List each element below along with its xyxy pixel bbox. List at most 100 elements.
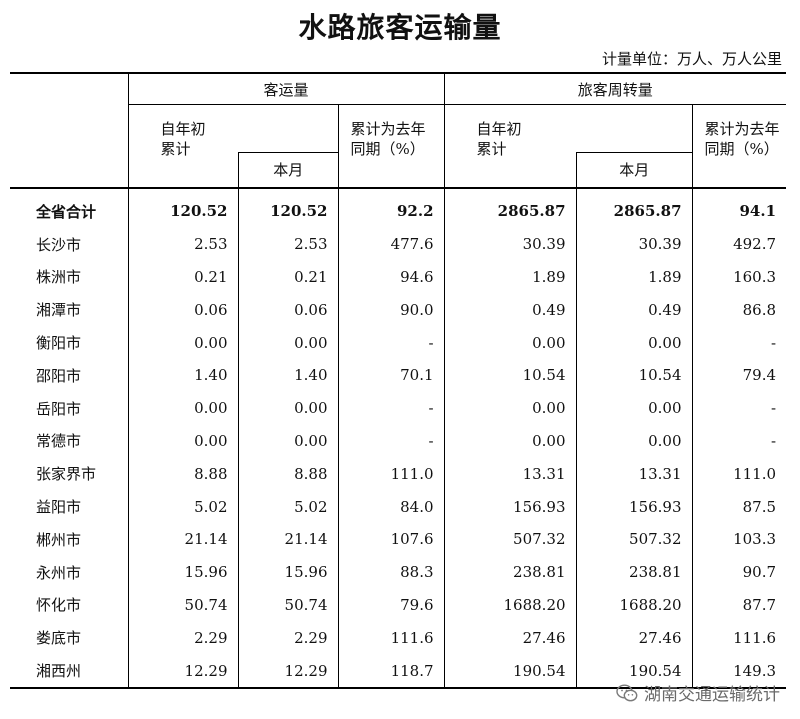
table-row: 株洲市 0.21 0.21 94.6 1.89 1.89 160.3	[10, 260, 787, 294]
row-name: 衡阳市	[36, 334, 82, 353]
turnover-month: 238.81	[575, 555, 693, 589]
row-name: 株洲市	[36, 268, 82, 287]
watermark-text: 湖南交通运输统计	[644, 685, 780, 705]
passenger-pct: 118.7	[337, 654, 445, 689]
turnover-month: 13.31	[575, 457, 693, 491]
header-pct-line2: 同期（%）	[704, 140, 779, 158]
turnover-month: 190.54	[575, 654, 693, 689]
turnover-ytd: 13.31	[443, 457, 577, 491]
row-name: 娄底市	[36, 629, 82, 648]
header-month-turnover: 本月	[576, 104, 693, 189]
row-name: 张家界市	[36, 465, 97, 484]
passenger-ytd: 21.14	[127, 522, 238, 556]
turnover-month: 27.46	[575, 621, 693, 655]
turnover-pct: 149.3	[691, 654, 787, 689]
table-row: 全省合计 120.52 120.52 92.2 2865.87 2865.87 94.1	[10, 188, 787, 228]
table-body: 全省合计 120.52 120.52 92.2 2865.87 2865.87 94.1 长沙…	[10, 188, 787, 689]
turnover-ytd: 238.81	[443, 555, 577, 589]
turnover-pct: 87.7	[691, 588, 787, 622]
header-name-blank	[10, 72, 128, 105]
passenger-month: 5.02	[237, 490, 338, 523]
passenger-pct: 92.2	[337, 188, 445, 228]
table-row: 常德市 0.00 0.00-0.00 0.00-	[10, 424, 787, 458]
turnover-pct: 160.3	[691, 260, 787, 294]
turnover-ytd: 27.46	[443, 621, 577, 655]
header-ytd-line2: 累计	[476, 140, 507, 158]
turnover-pct: 87.5	[691, 490, 787, 523]
header-ytd-turnover: 自年初 累计	[443, 104, 577, 189]
table-row: 湘西州 12.29 12.29 118.7 190.54 190.54 149.3	[10, 654, 787, 689]
turnover-month: 10.54	[575, 358, 693, 392]
table-row: 湘潭市 0.06 0.06 90.0 0.49 0.49 86.8	[10, 293, 787, 327]
passenger-ytd: 8.88	[127, 457, 238, 491]
turnover-pct: 86.8	[691, 293, 787, 327]
turnover-ytd: 156.93	[443, 490, 577, 523]
table-row: 邵阳市 1.40 1.40 70.1 10.54 10.54 79.4	[10, 358, 787, 392]
passenger-ytd: 0.00	[127, 424, 238, 458]
passenger-pct: 70.1	[337, 358, 445, 392]
passenger-month: 0.21	[237, 260, 338, 294]
header-passenger-volume: 客运量	[127, 72, 445, 105]
passenger-month: 2.29	[237, 621, 338, 655]
passenger-ytd: 12.29	[127, 654, 238, 689]
passenger-pct: -	[337, 326, 445, 359]
passenger-month: 50.74	[237, 588, 338, 622]
passenger-pct: 88.3	[337, 555, 445, 589]
turnover-ytd: 507.32	[443, 522, 577, 556]
table-row: 娄底市 2.29 2.29 111.6 27.46 27.46 111.6	[10, 621, 787, 655]
header-month-passenger: 本月	[238, 104, 338, 189]
passenger-ytd: 5.02	[127, 490, 238, 523]
row-name: 长沙市	[36, 235, 82, 254]
passenger-month: 12.29	[237, 654, 338, 689]
passenger-pct: -	[337, 424, 445, 458]
row-name: 全省合计	[36, 202, 97, 221]
table-row: 郴州市 21.14 21.14 107.6 507.32 507.32 103.3	[10, 522, 787, 556]
passenger-pct: 90.0	[337, 293, 445, 327]
header-pct-line1: 累计为去年	[704, 120, 780, 138]
passenger-pct: 94.6	[337, 260, 445, 294]
turnover-ytd: 190.54	[443, 654, 577, 689]
header-month-label: 本月	[238, 152, 338, 187]
row-name: 怀化市	[36, 596, 82, 615]
header-ytd-line1: 自年初	[476, 120, 522, 138]
turnover-pct: -	[691, 391, 787, 425]
passenger-ytd: 1.40	[127, 358, 238, 392]
table-row: 益阳市 5.02 5.02 84.0 156.93 156.93 87.5	[10, 490, 787, 523]
header-name-cell	[10, 104, 128, 189]
passenger-month: 0.06	[237, 293, 338, 327]
table-row: 张家界市 8.88 8.88 111.0 13.31 13.31 111.0	[10, 457, 787, 491]
turnover-pct: 79.4	[691, 358, 787, 392]
turnover-pct: -	[691, 424, 787, 458]
page-title: 水路旅客运输量	[298, 11, 502, 44]
header-ytd-line1: 自年初	[160, 120, 206, 138]
passenger-month: 15.96	[237, 555, 338, 589]
watermark: 湖南交通运输统计	[616, 680, 780, 705]
table-row: 永州市 15.96 15.96 88.3 238.81 238.81 90.7	[10, 555, 787, 589]
turnover-ytd: 1.89	[443, 260, 577, 294]
header-passenger-turnover: 旅客周转量	[443, 72, 787, 105]
passenger-month: 0.00	[237, 391, 338, 425]
header-pct-passenger: 累计为去年 同期（%）	[337, 104, 445, 189]
turnover-ytd: 0.00	[443, 326, 577, 359]
unit-note: 计量单位：万人、万人公里	[601, 50, 782, 68]
turnover-pct: 94.1	[691, 188, 787, 228]
passenger-month: 2.53	[237, 227, 338, 261]
turnover-month: 156.93	[575, 490, 693, 523]
passenger-pct: 79.6	[337, 588, 445, 622]
passenger-ytd: 2.53	[127, 227, 238, 261]
passenger-ytd: 0.00	[127, 391, 238, 425]
row-name: 邵阳市	[36, 366, 82, 385]
header-ytd-line2: 累计	[160, 140, 191, 158]
turnover-month: 0.00	[575, 326, 693, 359]
turnover-month: 1688.20	[575, 588, 693, 622]
table-row: 岳阳市 0.00 0.00-0.00 0.00-	[10, 391, 787, 425]
table-row: 长沙市 2.53 2.53 477.6 30.39 30.39 492.7	[10, 227, 787, 261]
passenger-pct: 111.6	[337, 621, 445, 655]
turnover-ytd: 0.00	[443, 424, 577, 458]
turnover-month: 0.00	[575, 391, 693, 425]
passenger-pct: 477.6	[337, 227, 445, 261]
passenger-pct: 111.0	[337, 457, 445, 491]
row-name: 益阳市	[36, 498, 82, 517]
passenger-ytd: 120.52	[127, 188, 238, 228]
passenger-month: 21.14	[237, 522, 338, 556]
